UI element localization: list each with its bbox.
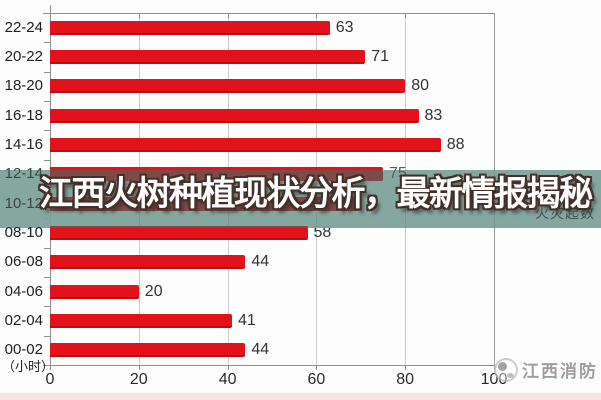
x-tick-mark-40 <box>227 365 229 370</box>
bar-02-04 <box>50 313 233 328</box>
top-tick-mark-20 <box>138 13 140 18</box>
category-label-02-04: 02-04 <box>4 311 43 329</box>
bar-20-22 <box>50 49 366 64</box>
category-label-04-06: 04-06 <box>4 282 43 300</box>
x-tick-mark-80 <box>405 365 407 370</box>
top-tick-mark-60 <box>316 13 318 18</box>
value-label-22-24: 63 <box>335 18 354 36</box>
category-label-10-12: 10-12 <box>4 194 43 212</box>
x-tick-mark-0 <box>50 365 51 370</box>
top-axis-line <box>43 13 495 14</box>
value-label-08-10: 58 <box>313 223 332 241</box>
y-tick-mark-9 <box>44 276 51 278</box>
category-label-00-02: 00-02 <box>4 341 43 359</box>
value-label-14-16: 88 <box>446 135 465 153</box>
occluded-bar-10-12 <box>50 196 361 211</box>
x-tick-mark-60 <box>316 365 318 370</box>
y-tick-mark-1 <box>44 42 51 44</box>
x-tick-mark-20 <box>138 365 140 370</box>
occluded-bar-12-14 <box>50 170 383 182</box>
category-label-22-24: 22-24 <box>4 18 43 36</box>
x-tick-label-80: 80 <box>396 371 415 388</box>
value-label-06-08: 44 <box>251 253 270 271</box>
bar-22-24 <box>50 20 330 35</box>
banner-gridline-hint-100 <box>494 170 495 228</box>
bar-08-10 <box>50 225 308 240</box>
value-label-20-22: 71 <box>371 47 390 65</box>
y-tick-mark-10 <box>44 306 51 308</box>
series-label: 火灾起数 <box>535 205 595 221</box>
category-label-06-08: 06-08 <box>4 253 43 271</box>
watermark-text: 江西消防 <box>522 362 598 381</box>
y-tick-mark-4 <box>44 130 51 132</box>
watermark: 江西消防 <box>494 357 598 382</box>
category-label-14-16: 14-16 <box>4 135 43 153</box>
bar-16-18 <box>50 108 419 123</box>
value-label-18-20: 80 <box>411 77 429 95</box>
value-label-04-06: 20 <box>144 282 163 300</box>
y-tick-mark-5 <box>44 159 51 161</box>
x-axis-line <box>43 365 495 366</box>
x-tick-label-60: 60 <box>307 371 326 388</box>
banner-gridline-hint-80 <box>405 170 407 228</box>
occluded-bar-08-10 <box>50 225 308 228</box>
banner-title: 江西火树种植现状分析，最新情报揭秘 <box>39 175 593 213</box>
category-label-16-18: 16-18 <box>4 106 43 124</box>
value-label-00-02: 44 <box>251 341 270 359</box>
x-tick-label-0: 0 <box>45 371 55 388</box>
value-label-16-18: 83 <box>424 106 443 124</box>
bar-00-02 <box>50 343 246 358</box>
y-axis-unit-label: （小时） <box>2 359 55 374</box>
x-tick-label-20: 20 <box>129 371 148 388</box>
bottom-pink-strip <box>0 393 601 400</box>
category-label-08-10: 08-10 <box>4 223 43 241</box>
category-label-12-14: 12-14 <box>4 165 43 183</box>
y-tick-mark-0 <box>44 13 51 14</box>
value-label-02-04: 41 <box>238 311 256 329</box>
top-tick-mark-40 <box>227 13 229 18</box>
bar-14-16 <box>50 137 441 152</box>
y-tick-mark-12 <box>44 364 51 366</box>
y-tick-mark-8 <box>44 247 51 249</box>
top-tick-mark-80 <box>405 13 407 18</box>
category-label-20-22: 20-22 <box>4 47 43 65</box>
y-tick-mark-11 <box>44 335 51 337</box>
bar-06-08 <box>50 255 246 270</box>
category-label-18-20: 18-20 <box>4 77 43 95</box>
bar-18-20 <box>50 79 406 94</box>
fire-dept-logo-icon <box>494 357 518 382</box>
value-label-12-14: 75 <box>389 165 407 183</box>
y-tick-mark-3 <box>44 100 51 102</box>
y-tick-mark-2 <box>44 71 51 73</box>
bar-04-06 <box>50 284 139 299</box>
x-tick-label-40: 40 <box>218 371 237 388</box>
